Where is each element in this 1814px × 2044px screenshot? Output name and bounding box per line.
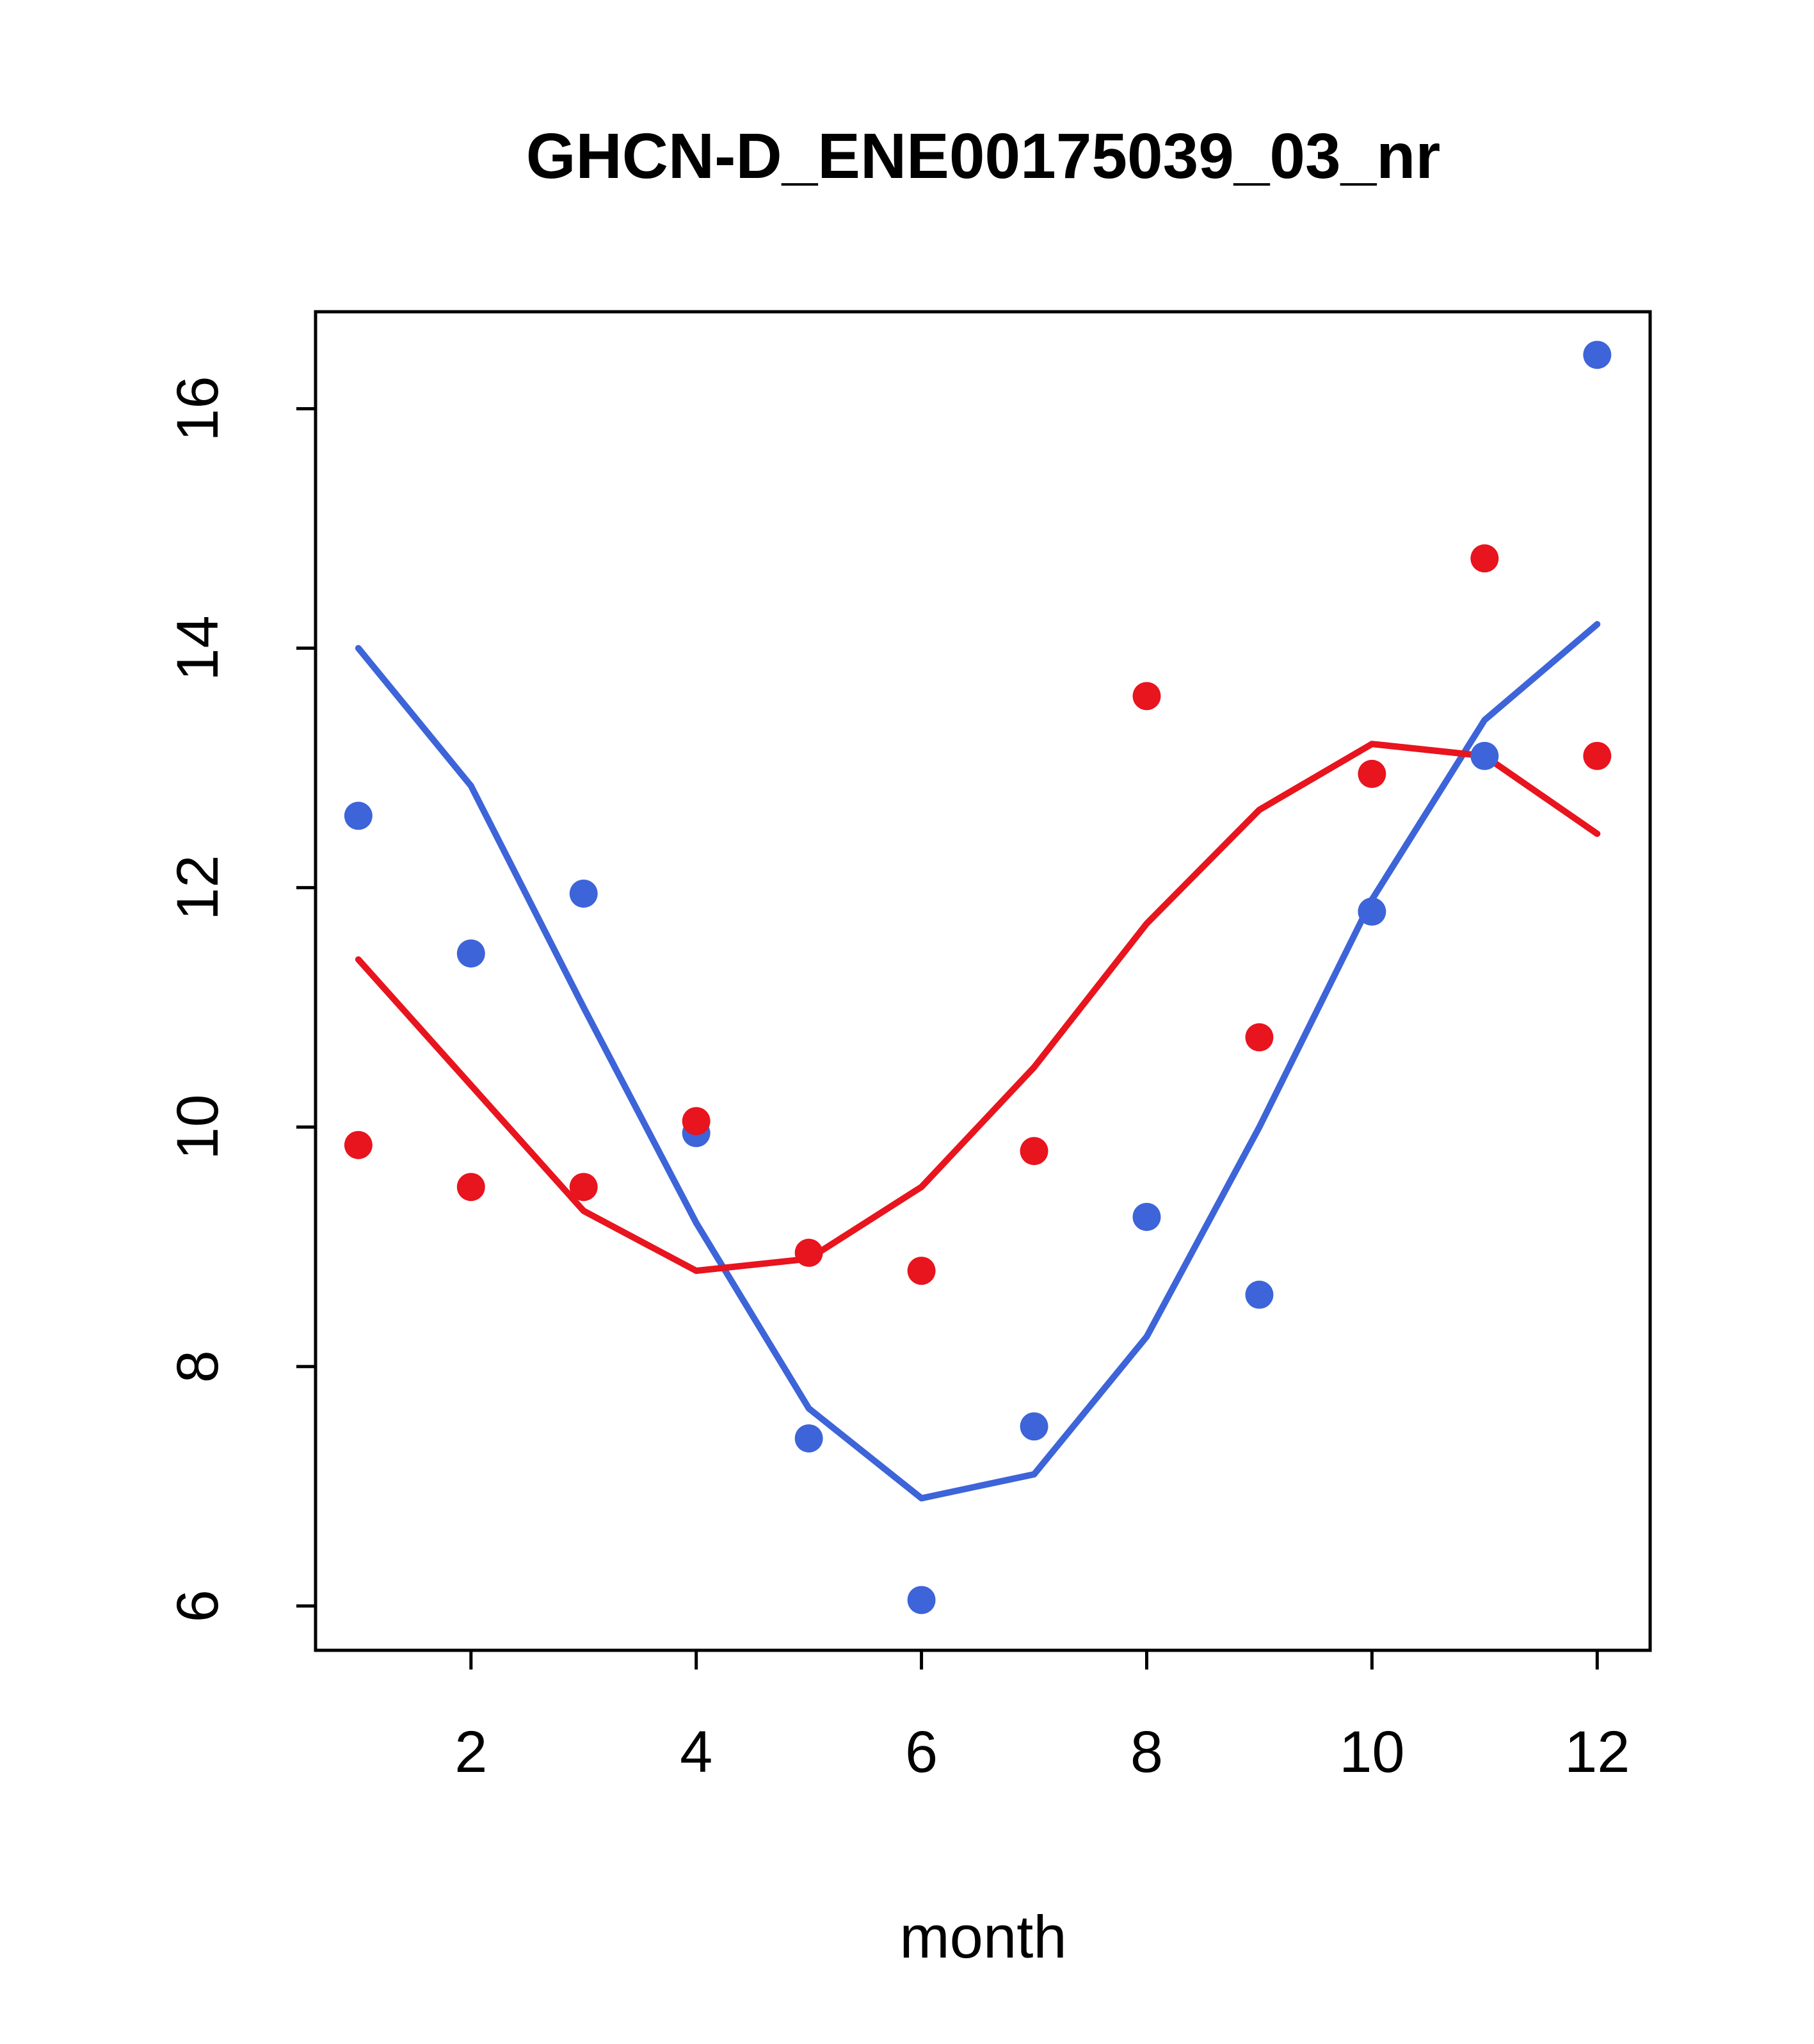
red-points-point [344, 1131, 373, 1159]
blue-points-point [1358, 897, 1386, 926]
y-tick-label: 8 [165, 1350, 230, 1383]
red-smooth-line [355, 741, 1601, 1275]
red-points-point [1245, 1023, 1274, 1052]
red-points-point [794, 1239, 823, 1267]
blue-points-point [794, 1424, 823, 1453]
blue-points-point [907, 1586, 936, 1614]
chart-title: GHCN-D_ENE00175039_03_nr [526, 120, 1441, 192]
blue-points-point [456, 939, 485, 968]
x-tick-label: 12 [1564, 1719, 1630, 1785]
red-points-point [456, 1173, 485, 1202]
red-points-point [1583, 741, 1612, 770]
y-tick-label: 16 [165, 376, 230, 441]
red-points-point [907, 1257, 936, 1285]
red-points-point [1132, 682, 1161, 711]
x-tick-label: 4 [680, 1719, 712, 1785]
x-tick-label: 6 [905, 1719, 938, 1785]
blue-points-point [569, 879, 598, 908]
x-tick-label: 10 [1339, 1719, 1404, 1785]
blue-points-point [1132, 1202, 1161, 1231]
blue-points-point [1020, 1412, 1048, 1441]
blue-points-point [1470, 741, 1499, 770]
red-points-point [1358, 759, 1386, 788]
x-tick-label: 2 [454, 1719, 487, 1785]
x-tick-label: 8 [1130, 1719, 1163, 1785]
blue-points-point [1245, 1280, 1274, 1309]
red-points-point [1020, 1137, 1048, 1166]
y-tick-label: 12 [165, 855, 230, 920]
y-tick-label: 10 [165, 1095, 230, 1160]
blue-points-point [1583, 341, 1612, 369]
red-points-point [569, 1173, 598, 1202]
y-tick-label: 14 [165, 615, 230, 680]
plot-border [314, 310, 1652, 1652]
red-points-point [1470, 544, 1499, 573]
red-points-point [682, 1107, 710, 1136]
y-tick-label: 6 [165, 1589, 230, 1622]
blue-smooth-line [355, 621, 1601, 1502]
x-axis-label: month [899, 1903, 1066, 1970]
blue-points-point [344, 801, 373, 830]
